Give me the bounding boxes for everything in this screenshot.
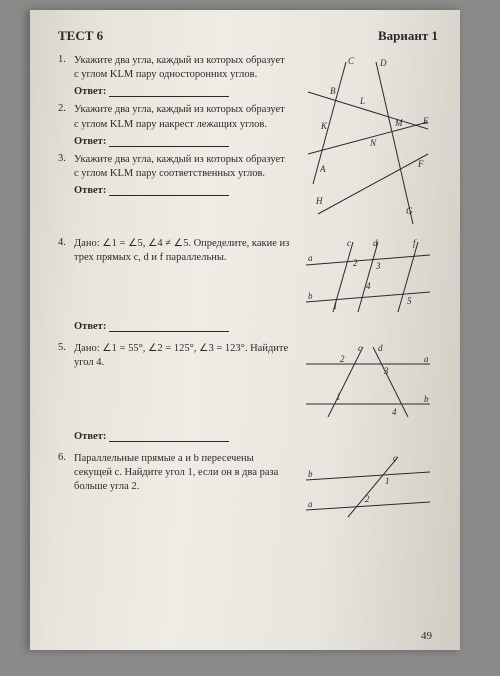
label-N: N [369, 138, 377, 148]
problem-4-answer-row: Ответ: [74, 317, 438, 332]
diagram-3-svg: a b c d 2 3 1 4 [298, 342, 438, 427]
label-F: F [417, 159, 424, 169]
answer-blank [109, 86, 229, 97]
problem-4-row: 4. Дано: ∠1 = ∠5, ∠4 ≠ ∠5. Определите, к… [58, 237, 438, 317]
diagram-4: b a c 1 2 [298, 452, 438, 522]
label-2: 2 [365, 494, 370, 504]
problem-3-answer: Ответ: [74, 185, 290, 196]
problems-1-3-text: 1. Укажите два угла, каждый из которых о… [58, 54, 290, 229]
label-D: D [379, 58, 387, 68]
label-d: d [378, 343, 383, 353]
problem-4-body: Дано: ∠1 = ∠5, ∠4 ≠ ∠5. Определите, каки… [74, 237, 290, 265]
label-4: 4 [366, 281, 371, 291]
page-number: 49 [421, 630, 432, 642]
label-C: C [348, 56, 355, 66]
problem-2-answer: Ответ: [74, 136, 290, 147]
problem-1-answer: Ответ: [74, 86, 290, 97]
page-header: ТЕСТ 6 Вариант 1 [58, 28, 438, 44]
label-a: a [424, 354, 429, 364]
problem-4-text: Дано: ∠1 = ∠5, ∠4 ≠ ∠5. Определите, каки… [74, 237, 290, 265]
label-K: K [320, 121, 328, 131]
answer-label: Ответ: [74, 185, 106, 196]
problem-4-col: 4. Дано: ∠1 = ∠5, ∠4 ≠ ∠5. Определите, к… [58, 237, 290, 317]
problem-1-body: Укажите два угла, каждый из которых обра… [74, 54, 290, 97]
variant-title: Вариант 1 [378, 28, 438, 44]
problem-5-col: 5. Дано: ∠1 = 55°, ∠2 = 125°, ∠3 = 123°.… [58, 342, 290, 427]
problem-6-num: 6. [58, 452, 74, 495]
label-a: a [308, 499, 313, 509]
label-1: 1 [385, 476, 390, 486]
label-E: E [422, 116, 429, 126]
problem-3-num: 3. [58, 153, 74, 196]
problem-5-body: Дано: ∠1 = 55°, ∠2 = 125°, ∠3 = 123°. На… [74, 342, 290, 370]
problem-4-answer: Ответ: [74, 321, 229, 332]
problem-2-text: Укажите два угла, каждый из которых обра… [74, 103, 290, 131]
label-d: d [373, 238, 378, 248]
answer-label: Ответ: [74, 321, 106, 332]
problem-5: 5. Дано: ∠1 = 55°, ∠2 = 125°, ∠3 = 123°.… [58, 342, 290, 370]
problem-6-text: Параллельные прямые a и b пересечены сек… [74, 452, 290, 495]
label-3: 3 [375, 261, 381, 271]
problem-1: 1. Укажите два угла, каждый из которых о… [58, 54, 290, 97]
problem-4: 4. Дано: ∠1 = ∠5, ∠4 ≠ ∠5. Определите, к… [58, 237, 290, 265]
answer-blank [109, 431, 229, 442]
label-1: 1 [336, 392, 341, 402]
diagram-3: a b c d 2 3 1 4 [298, 342, 438, 427]
problem-2: 2. Укажите два угла, каждый из которых о… [58, 103, 290, 146]
label-b: b [308, 469, 313, 479]
answer-blank [109, 321, 229, 332]
problem-6-col: 6. Параллельные прямые a и b пересечены … [58, 452, 290, 522]
answer-label: Ответ: [74, 86, 106, 97]
label-a: a [308, 253, 313, 263]
problem-6-row: 6. Параллельные прямые a и b пересечены … [58, 452, 438, 522]
diagram-1-svg: C D B L K M E N A F H G [298, 54, 438, 229]
problem-5-answer-row: Ответ: [74, 427, 438, 442]
problem-5-answer: Ответ: [74, 431, 229, 442]
problems-1-3-row: 1. Укажите два угла, каждый из которых о… [58, 54, 438, 229]
answer-label: Ответ: [74, 136, 106, 147]
problem-3-body: Укажите два угла, каждый из которых обра… [74, 153, 290, 196]
page: ТЕСТ 6 Вариант 1 1. Укажите два угла, ка… [30, 10, 460, 650]
problem-1-num: 1. [58, 54, 74, 97]
label-L: L [359, 96, 365, 106]
label-b: b [424, 394, 429, 404]
label-2: 2 [353, 258, 358, 268]
label-G: G [406, 206, 413, 216]
label-c: c [347, 238, 351, 248]
problem-2-num: 2. [58, 103, 74, 146]
label-b: b [308, 291, 313, 301]
diagram-2-svg: a b c d f 2 3 4 1 5 [298, 237, 438, 317]
problem-5-row: 5. Дано: ∠1 = 55°, ∠2 = 125°, ∠3 = 123°.… [58, 342, 438, 427]
answer-blank [109, 185, 229, 196]
label-M: M [394, 118, 403, 128]
label-B: B [330, 86, 336, 96]
answer-label: Ответ: [74, 431, 106, 442]
label-4: 4 [392, 407, 397, 417]
problem-3: 3. Укажите два угла, каждый из которых о… [58, 153, 290, 196]
problem-3-text: Укажите два угла, каждый из которых обра… [74, 153, 290, 181]
problem-2-body: Укажите два угла, каждый из которых обра… [74, 103, 290, 146]
label-2: 2 [340, 354, 345, 364]
answer-blank [109, 136, 229, 147]
label-c: c [358, 343, 362, 353]
label-1: 1 [333, 301, 338, 311]
problem-4-num: 4. [58, 237, 74, 265]
diagram-4-svg: b a c 1 2 [298, 452, 438, 522]
diagram-1: C D B L K M E N A F H G [298, 54, 438, 229]
problem-1-text: Укажите два угла, каждый из которых обра… [74, 54, 290, 82]
diagram-2: a b c d f 2 3 4 1 5 [298, 237, 438, 317]
label-3: 3 [383, 366, 389, 376]
label-H: H [315, 196, 323, 206]
label-c: c [393, 453, 397, 463]
label-5: 5 [407, 296, 412, 306]
label-A: A [319, 164, 326, 174]
problem-6: 6. Параллельные прямые a и b пересечены … [58, 452, 290, 495]
problem-5-num: 5. [58, 342, 74, 370]
problem-5-text: Дано: ∠1 = 55°, ∠2 = 125°, ∠3 = 123°. На… [74, 342, 290, 370]
test-title: ТЕСТ 6 [58, 28, 103, 44]
problem-6-body: Параллельные прямые a и b пересечены сек… [74, 452, 290, 495]
